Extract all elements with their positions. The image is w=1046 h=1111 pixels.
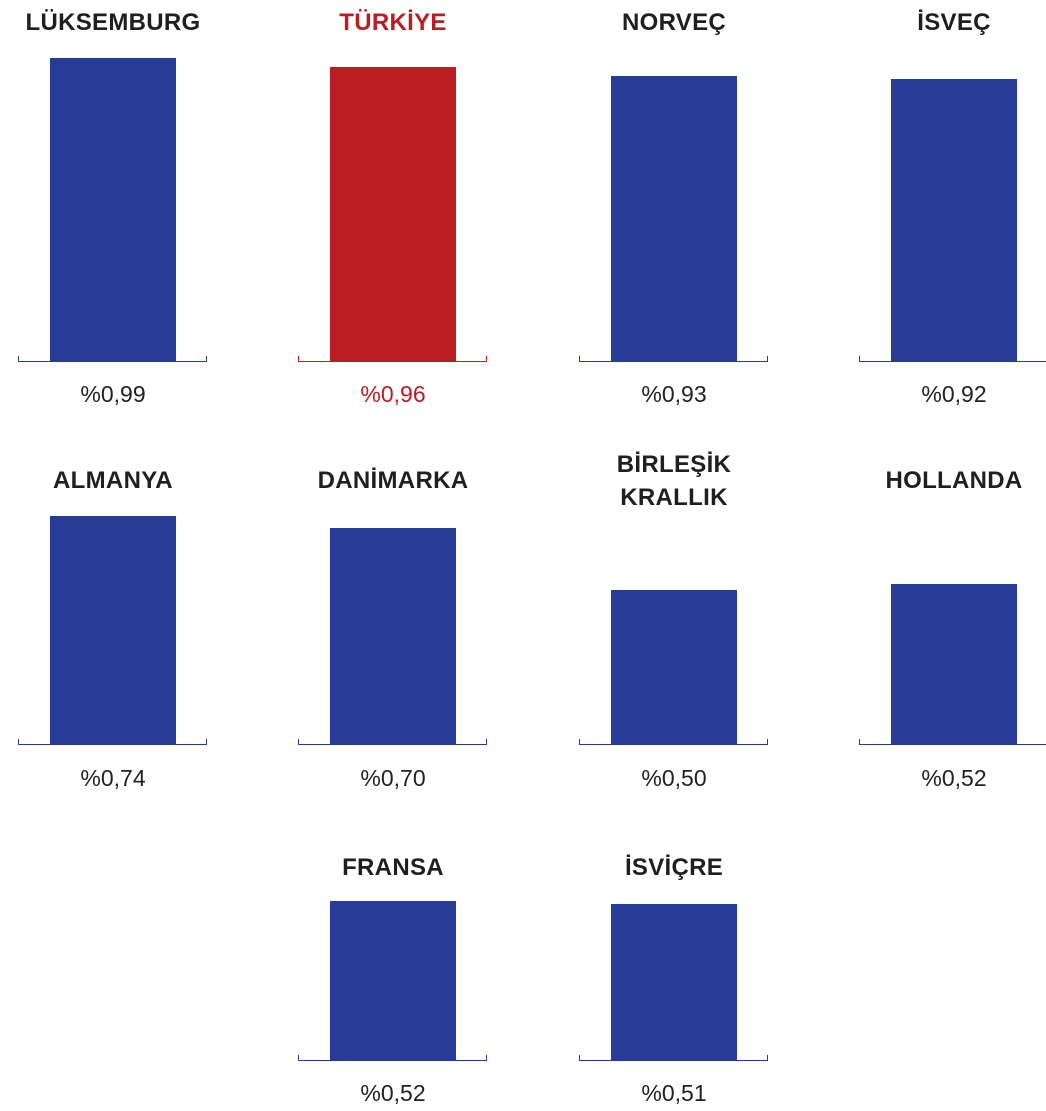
bar [330, 528, 456, 744]
chart-panel: İSVİÇRE %0,51 [579, 0, 769, 1111]
bar [50, 58, 176, 361]
chart-panel: LÜKSEMBURG %0,99 [18, 0, 208, 1111]
chart-panel: HOLLANDA %0,52 [859, 0, 1046, 1111]
value-label: %0,70 [360, 765, 426, 791]
bar-baseline [579, 739, 768, 745]
bar-baseline [579, 356, 768, 362]
country-label: HOLLANDA [885, 467, 1023, 494]
value-label: %0,50 [641, 765, 707, 791]
bar-baseline [298, 356, 487, 362]
bar [891, 584, 1017, 744]
bar-baseline [859, 739, 1046, 745]
value-label: %0,96 [360, 381, 426, 407]
country-label: İSVİÇRE [624, 854, 724, 881]
value-label: %0,99 [80, 381, 146, 407]
bar-baseline [298, 739, 487, 745]
bar [611, 904, 737, 1060]
chart-panel: ALMANYA %0,74 [18, 0, 208, 1111]
country-label: FRANSA [342, 854, 444, 881]
value-label: %0,52 [360, 1080, 426, 1106]
country-label: LÜKSEMBURG [25, 9, 201, 36]
country-label: BİRLEŞİK KRALLIK [616, 451, 732, 511]
bar [891, 79, 1017, 361]
value-label: %0,92 [921, 381, 987, 407]
country-label: NORVEÇ [621, 9, 727, 36]
country-label: DANİMARKA [317, 467, 469, 494]
bar-baseline [859, 356, 1046, 362]
value-label: %0,74 [80, 765, 146, 791]
value-label: %0,51 [641, 1080, 707, 1106]
chart-panel: BİRLEŞİK KRALLIK %0,50 [579, 0, 769, 1111]
bar [611, 590, 737, 744]
chart-panel: FRANSA %0,52 [298, 0, 488, 1111]
bar-baseline [18, 739, 207, 745]
bar [611, 76, 737, 361]
chart-panel: TÜRKİYE %0,96 [298, 0, 488, 1111]
bar-baseline [298, 1055, 487, 1061]
chart-panel: NORVEÇ %0,93 [579, 0, 769, 1111]
chart-panel: İSVEÇ %0,92 [859, 0, 1046, 1111]
bar [330, 67, 456, 361]
bar [330, 901, 456, 1060]
country-label: İSVEÇ [917, 9, 991, 36]
bar [50, 516, 176, 744]
bar-baseline [18, 356, 207, 362]
value-label: %0,52 [921, 765, 987, 791]
chart-panel: DANİMARKA %0,70 [298, 0, 488, 1111]
country-label: TÜRKİYE [339, 9, 447, 36]
value-label: %0,93 [641, 381, 707, 407]
country-label: ALMANYA [53, 467, 173, 494]
bar-baseline [579, 1055, 768, 1061]
